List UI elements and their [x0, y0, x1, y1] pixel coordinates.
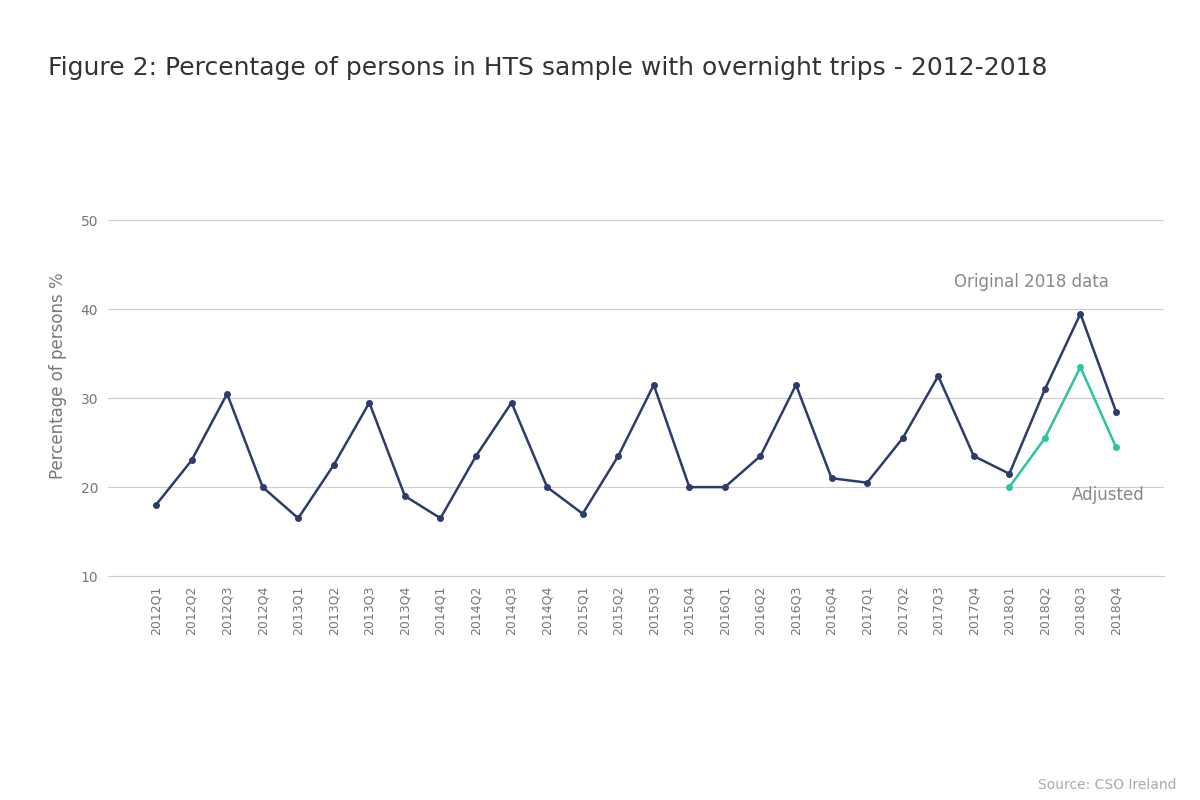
HTS pre-adjustment 2018: [576, 509, 590, 518]
Text: Source: CSO Ireland: Source: CSO Ireland: [1038, 778, 1176, 792]
HTS pre-adjustment 2018: [1038, 385, 1052, 394]
HTS post-adjustment: [1038, 434, 1052, 443]
HTS pre-adjustment 2018: [824, 474, 839, 483]
HTS pre-adjustment 2018: [718, 482, 732, 492]
Line: HTS pre-adjustment 2018: HTS pre-adjustment 2018: [154, 311, 1118, 521]
HTS pre-adjustment 2018: [931, 371, 946, 381]
Text: Figure 2: Percentage of persons in HTS sample with overnight trips - 2012-2018: Figure 2: Percentage of persons in HTS s…: [48, 56, 1048, 80]
HTS pre-adjustment 2018: [149, 500, 163, 510]
HTS pre-adjustment 2018: [1109, 406, 1123, 416]
Y-axis label: Percentage of persons %: Percentage of persons %: [49, 273, 67, 479]
HTS pre-adjustment 2018: [256, 482, 270, 492]
HTS pre-adjustment 2018: [788, 380, 803, 390]
HTS pre-adjustment 2018: [469, 451, 484, 461]
HTS pre-adjustment 2018: [966, 451, 980, 461]
HTS pre-adjustment 2018: [292, 514, 306, 523]
Text: Original 2018 data: Original 2018 data: [954, 273, 1109, 291]
HTS pre-adjustment 2018: [860, 478, 875, 487]
HTS pre-adjustment 2018: [326, 460, 341, 470]
HTS pre-adjustment 2018: [647, 380, 661, 390]
HTS pre-adjustment 2018: [220, 389, 234, 398]
HTS post-adjustment: [1002, 482, 1016, 492]
Text: Adjusted: Adjusted: [1072, 486, 1145, 505]
HTS pre-adjustment 2018: [611, 451, 625, 461]
HTS pre-adjustment 2018: [754, 451, 768, 461]
Legend: HTS pre-adjustment 2018, HTS post-adjustment: HTS pre-adjustment 2018, HTS post-adjust…: [341, 793, 931, 800]
HTS pre-adjustment 2018: [540, 482, 554, 492]
HTS post-adjustment: [1109, 442, 1123, 452]
HTS pre-adjustment 2018: [504, 398, 518, 407]
HTS pre-adjustment 2018: [397, 491, 412, 501]
HTS post-adjustment: [1073, 362, 1087, 372]
HTS pre-adjustment 2018: [682, 482, 696, 492]
HTS pre-adjustment 2018: [433, 514, 448, 523]
HTS pre-adjustment 2018: [362, 398, 377, 407]
HTS pre-adjustment 2018: [895, 434, 910, 443]
HTS pre-adjustment 2018: [1073, 309, 1087, 318]
Line: HTS post-adjustment: HTS post-adjustment: [1007, 364, 1118, 490]
HTS pre-adjustment 2018: [1002, 469, 1016, 478]
HTS pre-adjustment 2018: [185, 456, 199, 466]
